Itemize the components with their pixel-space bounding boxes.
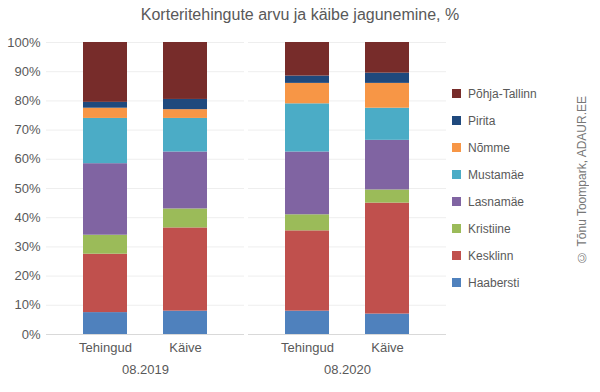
svg-text:08.2020: 08.2020: [324, 362, 371, 377]
svg-text:50%: 50%: [14, 181, 40, 196]
svg-text:20%: 20%: [14, 268, 40, 283]
html-text:Kesklinn: Kesklinn: [468, 248, 514, 263]
html-text:Haabersti: Haabersti: [468, 275, 520, 290]
svg-text:90%: 90%: [14, 64, 40, 79]
svg-text:08.2019: 08.2019: [122, 362, 169, 377]
svg-text:Käive: Käive: [371, 340, 404, 355]
html-text:Nõmme: Nõmme: [468, 140, 510, 155]
html-text:Pirita: Pirita: [468, 113, 496, 128]
svg-text:100%: 100%: [7, 35, 41, 50]
html-text:Lasnamäe: Lasnamäe: [468, 194, 524, 209]
svg-text:Käive: Käive: [169, 340, 202, 355]
svg-text:Tehingud: Tehingud: [281, 340, 334, 355]
html-text:Kristiine: Kristiine: [468, 221, 511, 236]
html-text:Korteritehingute arvu ja käibe: Korteritehingute arvu ja käibe jagunemin…: [140, 6, 460, 23]
svg-text:0%: 0%: [22, 327, 41, 342]
html-text:© Tõnu Toompark, ADAUR.EE: © Tõnu Toompark, ADAUR.EE: [575, 96, 589, 264]
svg-text:30%: 30%: [14, 239, 40, 254]
html-text:Mustamäe: Mustamäe: [468, 167, 524, 182]
svg-text:80%: 80%: [14, 93, 40, 108]
svg-text:Tehingud: Tehingud: [79, 340, 132, 355]
svg-text:40%: 40%: [14, 210, 40, 225]
svg-text:10%: 10%: [14, 297, 40, 312]
html-text:Põhja-Tallinn: Põhja-Tallinn: [468, 86, 537, 101]
svg-text:70%: 70%: [14, 122, 40, 137]
svg-text:60%: 60%: [14, 151, 40, 166]
